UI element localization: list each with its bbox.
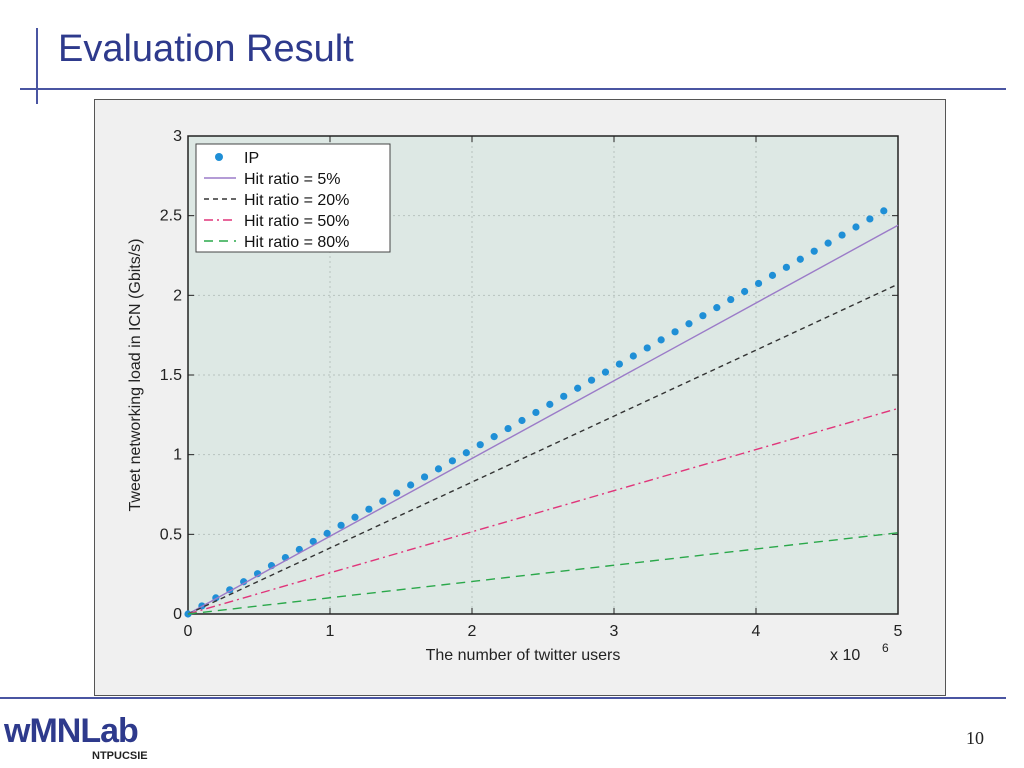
series-line-2 [187, 283, 899, 615]
series-ip-point [615, 360, 623, 368]
y-tick-label: 3 [173, 128, 182, 145]
series-ip-point [365, 505, 373, 513]
y-tick-label: 1 [173, 447, 182, 464]
series-ip-point [574, 384, 582, 392]
lab-logo: wMNLab NTPUCSIE [4, 706, 184, 764]
x-axis-label: The number of twitter users [426, 647, 621, 664]
series-ip-point [546, 400, 554, 408]
series-ip-point [532, 408, 540, 417]
legend-label: Hit ratio = 80% [244, 234, 349, 251]
logo-subtext: NTPUCSIE [92, 750, 148, 762]
series-line-1 [187, 224, 899, 615]
series-ip-point [587, 376, 596, 384]
series-ip-point [727, 295, 735, 304]
legend-label: Hit ratio = 20% [244, 192, 349, 209]
series-ip-point [448, 457, 457, 465]
series-ip-point [420, 473, 429, 481]
series-ip-point [560, 392, 568, 400]
y-tick-label: 0.5 [160, 526, 182, 543]
legend-label: IP [244, 150, 259, 167]
x-multiplier-exponent: 6 [882, 641, 889, 655]
series-ip-point [699, 312, 707, 320]
slide-title: Evaluation Result [58, 28, 354, 70]
series-ip-point [393, 489, 401, 497]
logo-text: wMNLab [4, 712, 139, 750]
series-ip-point [337, 521, 345, 529]
series-ip-point [462, 449, 470, 457]
x-tick-label: 4 [752, 623, 761, 640]
series-ip-point [754, 279, 763, 288]
series-ip-point [880, 207, 888, 215]
footer-rule [0, 697, 1006, 699]
series-ip-point [434, 465, 443, 473]
series-line-3 [187, 407, 899, 615]
x-tick-label: 1 [326, 623, 335, 640]
legend-label: Hit ratio = 5% [244, 171, 340, 188]
title-horizontal-rule [20, 88, 1006, 90]
series-ip-point [741, 287, 749, 296]
x-tick-label: 3 [610, 623, 619, 640]
series-ip-point [810, 247, 818, 255]
series-ip-point [824, 239, 832, 247]
y-axis-label: Tweet networking load in ICN (Gbits/s) [127, 239, 144, 512]
series-ip-point [643, 344, 651, 352]
series-ip-point [407, 481, 415, 489]
series-ip-point [657, 336, 665, 344]
series-ip-point [323, 529, 331, 537]
title-vertical-bar [36, 28, 38, 104]
x-tick-label: 0 [184, 623, 193, 640]
series-ip-point [476, 441, 484, 449]
series-ip-point [490, 433, 498, 441]
series-ip-point [601, 368, 610, 376]
series-ip-point [351, 513, 359, 521]
series-ip-point [782, 263, 790, 271]
page-number: 10 [966, 728, 984, 748]
legend-marker [215, 153, 223, 161]
y-tick-label: 2 [173, 287, 182, 304]
series-ip-point [768, 271, 777, 279]
series-ip-point [504, 424, 512, 433]
series-ip-point [309, 537, 317, 546]
series-ip-point [379, 497, 387, 505]
series-ip-point [629, 352, 637, 360]
series-ip-point [838, 231, 846, 239]
series-ip-point [713, 304, 721, 312]
y-tick-label: 0 [173, 606, 182, 623]
series-ip-point [796, 255, 804, 263]
y-tick-label: 2.5 [160, 208, 182, 225]
series-ip-point [671, 328, 679, 336]
x-multiplier-label: x 10 [830, 647, 860, 664]
legend-label: Hit ratio = 50% [244, 213, 349, 230]
series-ip-point [518, 416, 526, 425]
x-tick-label: 2 [468, 623, 477, 640]
series-ip-point [240, 578, 248, 586]
legend-box [195, 143, 391, 253]
series-ip-point [685, 320, 693, 328]
x-tick-label: 5 [894, 623, 903, 640]
chart: 0 1 2 3 4 5 0 0.5 1 1.5 2 2.5 3 The number of twitter… [127, 128, 903, 664]
y-tick-label: 1.5 [160, 367, 182, 384]
series-ip-point [866, 215, 874, 223]
series-ip-point [852, 223, 860, 231]
